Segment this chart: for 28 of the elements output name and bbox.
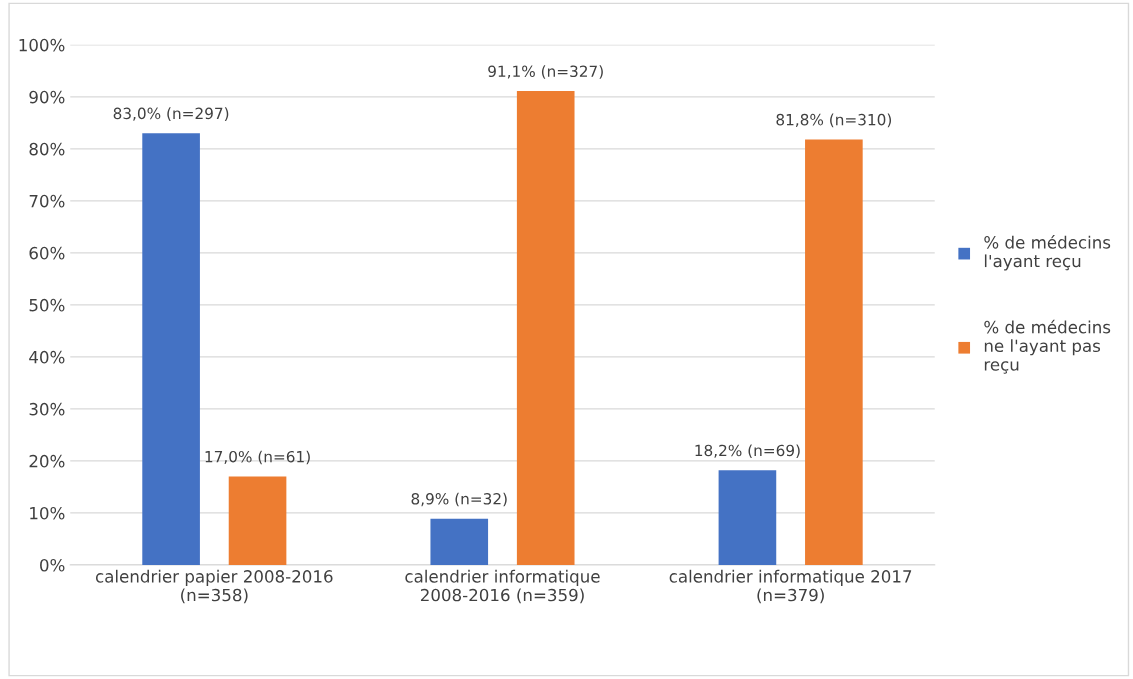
bar [228,476,287,565]
y-tick-label: 70% [29,194,65,208]
y-tick-label: 100% [19,38,65,52]
bar [430,518,489,565]
y-tick-label: 20% [29,454,65,468]
y-tick-label: 80% [29,142,65,156]
bar [805,139,863,565]
x-tick-label: calendrier papier 2008-2016 (n=358) [95,569,333,604]
legend-label: % de médecins ne l'ayant pas reçu [984,319,1111,374]
bar [718,470,777,565]
data-label: 91,1% (n=327) [488,65,603,79]
data-label: 83,0% (n=297) [113,107,229,121]
data-label: 18,2% (n=69) [695,444,800,458]
data-label: 8,9% (n=32) [411,492,507,507]
y-tick-label: 10% [30,506,65,520]
data-label: 81,8% (n=310) [776,113,892,128]
y-tick-label: 60% [29,246,65,260]
y-tick-label: 50% [29,298,65,312]
y-tick-label: 90% [29,90,65,104]
bar [516,91,575,565]
x-tick-label: calendrier informatique 2008-2016 (n=359) [405,569,600,604]
data-label: 17,0% (n=61) [205,450,310,465]
y-tick-label: 30% [29,402,65,416]
legend-label: % de médecins l'ayant reçu [984,235,1111,271]
y-tick-label: 40% [29,350,65,364]
bar [142,133,200,565]
y-tick-label: 0% [40,558,65,572]
x-tick-label: calendrier informatique 2017 (n=379) [669,569,912,604]
